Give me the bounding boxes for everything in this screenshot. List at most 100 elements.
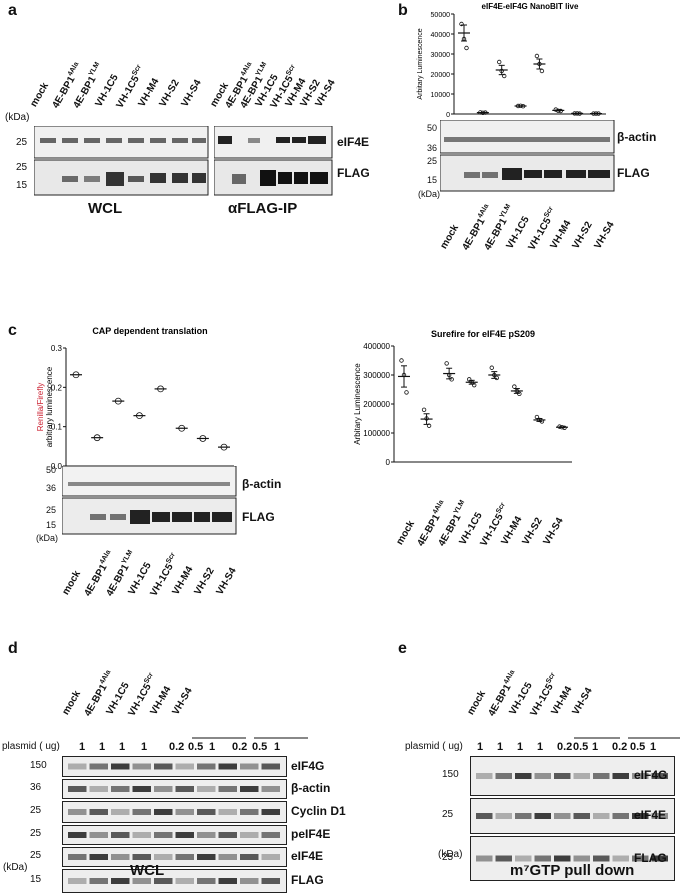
data-group (465, 377, 478, 388)
plasmid-value: 1 (477, 741, 484, 753)
data-point (514, 388, 520, 394)
data-point (114, 397, 122, 405)
data-point (577, 111, 582, 116)
data-group (533, 414, 546, 424)
data-point (591, 111, 596, 116)
lane-label: VH-S4 (592, 219, 617, 251)
blot-row (62, 847, 287, 867)
panel-e-letter: e (398, 640, 407, 657)
kda-label: (kDa) (438, 849, 463, 860)
mw-marker: 50 (427, 123, 438, 133)
data-point (424, 416, 429, 421)
mw-marker: 25 (16, 162, 28, 173)
mw-marker: 25 (442, 851, 454, 863)
blot-label: Cyclin D1 (291, 804, 346, 818)
data-point (574, 111, 580, 116)
group-bars-d (192, 737, 308, 739)
data-group (556, 424, 568, 430)
data-group (458, 21, 470, 51)
data-point (499, 68, 504, 74)
kda-label: (kDa) (36, 533, 58, 543)
data-point (517, 391, 522, 397)
mw-marker: 25 (16, 137, 28, 148)
mw-marker: 15 (46, 520, 57, 530)
blot-label-flag: FLAG (617, 166, 650, 180)
data-group (218, 443, 230, 451)
kda-label: (kDa) (3, 862, 28, 873)
data-point (553, 107, 558, 112)
mw-marker: 50 (46, 465, 57, 475)
plasmid-label: plasmid ( ug) (405, 741, 463, 752)
data-point (489, 365, 494, 370)
blot-label: peIF4E (291, 827, 331, 841)
blot-label: FLAG (291, 873, 324, 887)
lane-label: VH-S4 (178, 77, 204, 109)
blot-a-ip (214, 126, 333, 196)
data-point (72, 371, 80, 379)
plasmid-value: 1 (650, 741, 657, 753)
data-point (539, 68, 545, 74)
blot-label: eIF4E (291, 849, 324, 863)
data-point (157, 385, 164, 393)
data-point (572, 111, 577, 116)
lane-label: mock (28, 80, 52, 109)
y-tick-label: 50000 (431, 12, 451, 19)
data-point (426, 423, 432, 428)
plasmid-value: 1 (141, 741, 148, 753)
mw-marker: 150 (442, 769, 459, 780)
title-flag-ip: αFLAG-IP (228, 200, 298, 217)
plasmid-value: 0.2 (169, 741, 185, 753)
plasmid-label: plasmid ( ug) (2, 741, 60, 752)
data-point (520, 103, 526, 109)
data-point (469, 380, 474, 385)
mw-marker: 150 (30, 759, 47, 771)
mw-marker: 36 (46, 483, 57, 493)
data-point (178, 424, 186, 432)
data-point (220, 443, 228, 451)
mw-marker: 15 (427, 175, 438, 185)
data-point (478, 110, 483, 115)
data-point (449, 377, 454, 382)
blot-label-actin: β-actin (242, 477, 282, 491)
mw-marker: 36 (30, 782, 42, 793)
data-point (464, 45, 469, 51)
blot-label: eIF4G (634, 768, 668, 782)
data-group (175, 424, 188, 432)
blot-row (62, 779, 287, 799)
y-tick-label: 400000 (363, 342, 390, 351)
data-point (518, 103, 523, 108)
data-point (136, 412, 143, 420)
title-pulldown: m⁷GTP pull down (510, 862, 635, 879)
kda-label: (kDa) (5, 112, 30, 123)
data-point (404, 390, 409, 395)
blot-label-flag: FLAG (242, 510, 275, 524)
data-group (488, 365, 501, 381)
data-point (492, 372, 497, 378)
mw-marker: 25 (442, 809, 454, 820)
y-tick-label: 0.2 (51, 383, 63, 392)
data-group (133, 412, 146, 420)
blot-row (62, 869, 287, 893)
data-group (91, 434, 104, 442)
plasmid-value: 1 (274, 741, 281, 753)
y-tick-label: 300000 (363, 371, 390, 380)
blot-label-eif4e: eIF4E (337, 135, 370, 149)
group-bars-e (574, 737, 680, 739)
data-group (590, 111, 602, 116)
plasmid-value: 1 (517, 741, 524, 753)
data-point (515, 103, 521, 109)
plasmid-value: 0.5 (252, 741, 268, 753)
lane-label: VH-S4 (170, 685, 195, 717)
blot-row (470, 836, 675, 881)
plasmid-value: 1 (592, 741, 599, 753)
mw-marker: 25 (30, 828, 42, 839)
y-tick-label: 0.0 (51, 462, 63, 471)
blot-label-flag: FLAG (337, 166, 370, 180)
data-point (558, 108, 563, 114)
data-group (112, 397, 125, 405)
data-group (495, 59, 508, 79)
data-point (421, 407, 427, 412)
data-group (398, 358, 410, 395)
data-group (476, 110, 489, 115)
mw-marker: 25 (30, 850, 42, 861)
